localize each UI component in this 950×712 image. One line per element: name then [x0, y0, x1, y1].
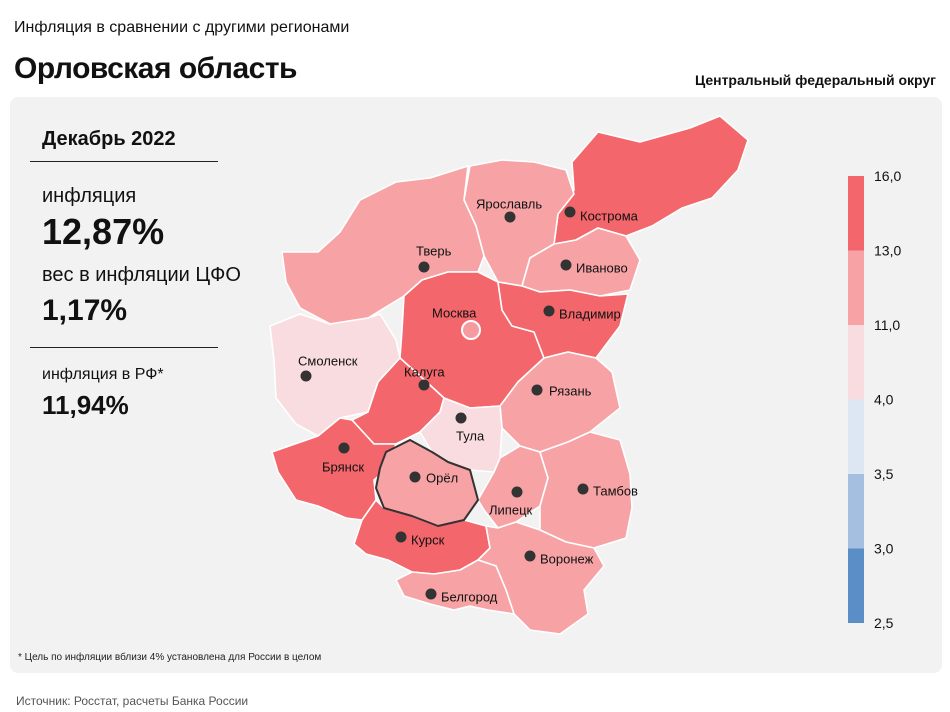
city-label-moscow: Москва: [432, 305, 477, 320]
supertitle: Инфляция в сравнении с другими регионами: [14, 19, 350, 36]
city-label-tula: Тула: [456, 428, 485, 443]
city-marker-ivanovo: [560, 259, 572, 271]
legend-swatch: [848, 250, 864, 325]
city-label-ryazan: Рязань: [549, 383, 592, 398]
city-marker-tver: [418, 261, 430, 273]
city-label-bryansk: Брянск: [322, 459, 364, 474]
legend-tick: 11,0: [874, 317, 900, 333]
city-marker-lipetsk: [511, 486, 523, 498]
legend-tick: 2,5: [874, 615, 894, 631]
legend-tick: 3,5: [874, 466, 894, 482]
region-ivanovo[interactable]: [521, 227, 641, 297]
city-marker-orel: [409, 471, 421, 483]
footnote: * Цель по инфляции вблизи 4% установлена…: [18, 652, 322, 663]
city-label-orel: Орёл: [426, 470, 458, 485]
color-legend: 16,0 13,0 11,0 4,0 3,5 3,0 2,5: [848, 168, 901, 631]
weight-label: вес в инфляции ЦФО: [42, 264, 241, 286]
legend-tick: 3,0: [874, 541, 894, 557]
rf-inflation-label: инфляция в РФ*: [42, 366, 164, 383]
city-label-tver: Тверь: [416, 243, 452, 258]
city-label-yaroslavl: Ярославль: [476, 196, 542, 211]
city-marker-tambov: [577, 483, 589, 495]
city-marker-kursk: [395, 531, 407, 543]
source-note: Источник: Росстат, расчеты Банка России: [16, 694, 249, 708]
city-label-kursk: Курск: [411, 532, 445, 547]
weight-value: 1,17%: [42, 294, 128, 327]
region-belgorod[interactable]: [395, 559, 515, 615]
legend-tick: 4,0: [874, 392, 894, 408]
district-label: Центральный федеральный округ: [694, 72, 936, 88]
region-tula[interactable]: [419, 397, 503, 473]
city-label-kostroma: Кострома: [580, 208, 639, 223]
inflation-label: инфляция: [42, 185, 137, 207]
city-label-tambov: Тамбов: [593, 483, 638, 498]
rf-inflation-value: 11,94%: [42, 390, 129, 420]
city-label-vladimir: Владимир: [559, 306, 621, 321]
region-vladimir[interactable]: [497, 281, 629, 359]
divider: [30, 347, 218, 348]
city-marker-voronezh: [524, 550, 536, 562]
city-label-voronezh: Воронеж: [540, 551, 594, 566]
city-label-ivanovo: Иваново: [576, 260, 628, 275]
city-label-smolensk: Смоленск: [298, 353, 358, 368]
legend-tick: 16,0: [874, 168, 901, 184]
city-marker-smolensk: [300, 370, 312, 382]
period-label: Декабрь 2022: [42, 128, 176, 150]
city-marker-tula: [455, 412, 467, 424]
city-marker-moscow: [461, 320, 481, 340]
divider: [30, 161, 218, 162]
city-label-lipetsk: Липецк: [489, 502, 533, 517]
city-marker-vladimir: [543, 305, 555, 317]
legend-swatch: [848, 176, 864, 251]
legend-swatch: [848, 548, 864, 623]
page-title: Орловская область: [14, 52, 298, 85]
city-marker-ryazan: [531, 384, 543, 396]
city-marker-bryansk: [338, 442, 350, 454]
legend-swatch: [848, 399, 864, 474]
legend-tick: 13,0: [874, 243, 901, 259]
city-marker-kostroma: [564, 206, 576, 218]
city-marker-belgorod: [425, 588, 437, 600]
region-orel[interactable]: [375, 439, 479, 527]
city-marker-kaluga: [418, 379, 430, 391]
legend-swatch: [848, 325, 864, 400]
city-label-belgorod: Белгород: [441, 589, 498, 604]
city-marker-yaroslavl: [504, 211, 516, 223]
region-kostroma[interactable]: [553, 115, 749, 245]
legend-swatch: [848, 474, 864, 549]
city-label-kaluga: Калуга: [404, 364, 445, 379]
inflation-value: 12,87%: [42, 211, 165, 252]
